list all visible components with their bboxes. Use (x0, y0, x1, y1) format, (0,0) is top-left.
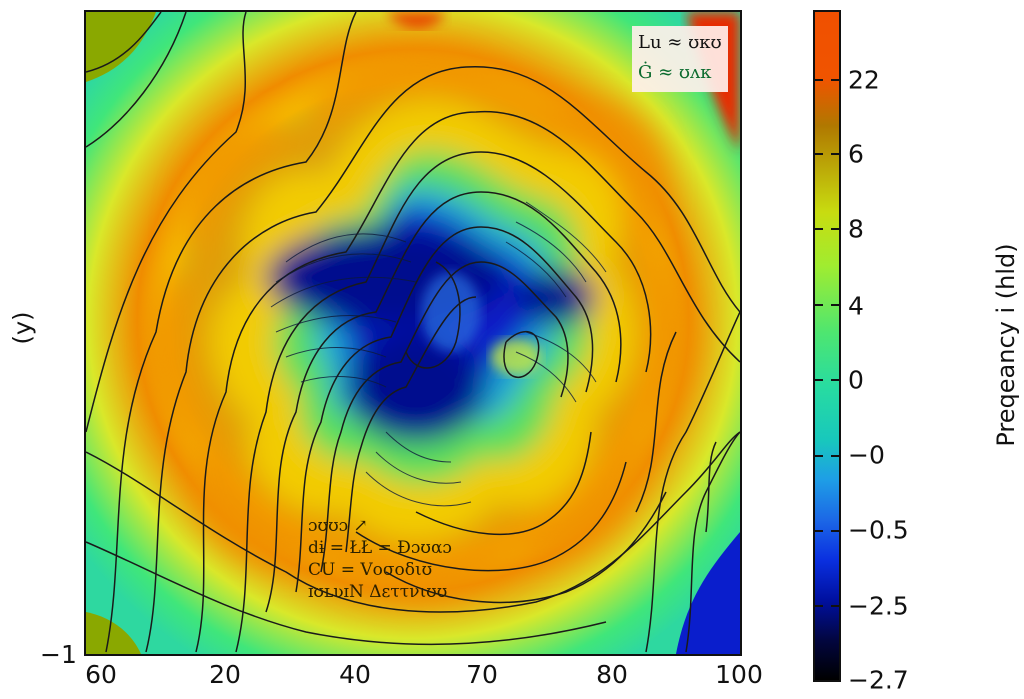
annotation-line-1: ɔʊʊɔ ↗ (308, 516, 368, 536)
x-tick-label: 70 (466, 660, 498, 689)
colorbar-tick (813, 530, 823, 532)
legend-entry-1: Lu ≈ ʊκʊ (638, 32, 722, 53)
contour-plot-svg (86, 12, 740, 654)
colorbar-tick-label: 6 (848, 139, 864, 169)
colorbar-tick (831, 530, 841, 532)
x-tick-label: 100 (715, 660, 763, 689)
contour-lines (86, 12, 740, 653)
x-tick-label: 60 (85, 660, 117, 689)
colorbar-tick (831, 79, 841, 81)
x-tick-label: 20 (209, 660, 241, 689)
corner-bottom-left (86, 612, 141, 654)
x-tick-label: 40 (339, 660, 371, 689)
colorbar-tick-label: −0 (848, 440, 885, 470)
corner-bottom-right (676, 532, 740, 654)
colorbar-tick-label: 22 (848, 65, 880, 95)
contour-plot-area: Lu ≈ ʊκʊ Ġ ≈ ʊʌκ ɔʊʊɔ ↗ dɨ = ŁŁ = Đɔʊαɔ… (84, 10, 742, 656)
colorbar-tick (831, 605, 841, 607)
colorbar-tick-label: 8 (848, 214, 864, 244)
colorbar-tick (813, 455, 823, 457)
colorbar-tick (831, 304, 841, 306)
colorbar-tick-label: −0.5 (848, 515, 909, 545)
x-tick-label: 80 (596, 660, 628, 689)
colorbar-tick (813, 79, 823, 81)
colorbar-tick-label: 0 (848, 365, 864, 395)
colorbar-tick (831, 379, 841, 381)
colorbar-tick (813, 605, 823, 607)
annotation-line-2: dɨ = ŁŁ = Đɔʊαɔ (308, 538, 452, 558)
colorbar-tick (831, 228, 841, 230)
y-tick-label: −1 (40, 640, 77, 669)
colorbar-tick (831, 153, 841, 155)
colorbar-tick (813, 153, 823, 155)
annotation-line-3: CU = Vοσοδιʊ (308, 560, 433, 580)
colorbar-tick (813, 379, 823, 381)
colorbar (813, 10, 841, 682)
colorbar-title: Preqeancy i (hld) (992, 243, 1020, 447)
colorbar-tick-label: −2.7 (848, 665, 909, 695)
corner-top-left (86, 12, 156, 82)
legend-box: Lu ≈ ʊκʊ Ġ ≈ ʊʌκ (632, 26, 728, 92)
colorbar-tick (813, 304, 823, 306)
colorbar-tick-label: −2.5 (848, 591, 909, 621)
legend-entry-2: Ġ ≈ ʊʌκ (638, 62, 712, 83)
annotation-line-4: ɪʊʟʋɪN Δεττνιʊʊ (308, 582, 448, 602)
colorbar-tick (831, 455, 841, 457)
annotation-text: ɔʊʊɔ ↗ dɨ = ŁŁ = Đɔʊαɔ CU = Vοσοδιʊ ɪʊʟʋ… (308, 515, 452, 603)
colorbar-tick-label: 4 (848, 291, 864, 321)
y-axis-label: (y) (8, 311, 37, 345)
colorbar-tick (813, 228, 823, 230)
